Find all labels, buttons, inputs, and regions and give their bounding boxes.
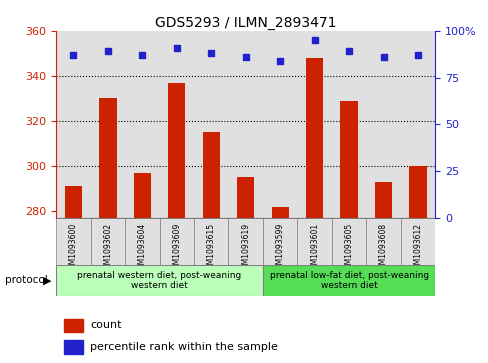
FancyBboxPatch shape xyxy=(90,218,125,265)
Bar xyxy=(159,31,194,218)
Text: GSM1093601: GSM1093601 xyxy=(309,223,319,274)
FancyBboxPatch shape xyxy=(125,218,159,265)
Bar xyxy=(305,58,323,218)
Bar xyxy=(90,31,125,218)
FancyBboxPatch shape xyxy=(263,265,434,296)
Text: GSM1093609: GSM1093609 xyxy=(172,223,181,274)
Bar xyxy=(340,101,357,218)
FancyBboxPatch shape xyxy=(56,265,263,296)
Text: GSM1093612: GSM1093612 xyxy=(413,223,422,273)
Bar xyxy=(202,132,220,218)
FancyBboxPatch shape xyxy=(56,218,90,265)
Bar xyxy=(271,207,288,218)
Bar xyxy=(297,31,331,218)
FancyBboxPatch shape xyxy=(400,218,434,265)
Point xyxy=(310,37,318,43)
Bar xyxy=(366,31,400,218)
Bar xyxy=(56,31,90,218)
FancyBboxPatch shape xyxy=(366,218,400,265)
Bar xyxy=(194,31,228,218)
Bar xyxy=(408,166,426,218)
FancyBboxPatch shape xyxy=(194,218,228,265)
Point xyxy=(379,54,386,60)
Bar xyxy=(237,177,254,218)
FancyBboxPatch shape xyxy=(228,218,263,265)
Point xyxy=(242,54,249,60)
Point xyxy=(207,50,215,56)
Point xyxy=(69,52,77,58)
Bar xyxy=(228,31,263,218)
Text: prenatal western diet, post-weaning
western diet: prenatal western diet, post-weaning west… xyxy=(77,271,241,290)
Bar xyxy=(263,31,297,218)
Text: GSM1093615: GSM1093615 xyxy=(206,223,215,274)
Bar xyxy=(331,31,366,218)
Bar xyxy=(63,340,82,354)
Point xyxy=(413,52,421,58)
Text: GSM1093599: GSM1093599 xyxy=(275,223,284,274)
Text: GSM1093605: GSM1093605 xyxy=(344,223,353,274)
Text: count: count xyxy=(90,321,122,330)
Bar xyxy=(99,98,116,218)
FancyBboxPatch shape xyxy=(297,218,331,265)
Bar xyxy=(125,31,159,218)
Text: GSM1093619: GSM1093619 xyxy=(241,223,250,274)
Text: protocol: protocol xyxy=(5,275,47,285)
Point xyxy=(138,52,146,58)
FancyBboxPatch shape xyxy=(159,218,194,265)
FancyBboxPatch shape xyxy=(331,218,366,265)
FancyBboxPatch shape xyxy=(263,218,297,265)
Text: GSM1093602: GSM1093602 xyxy=(103,223,112,274)
Text: prenatal low-fat diet, post-weaning
western diet: prenatal low-fat diet, post-weaning west… xyxy=(269,271,428,290)
Point xyxy=(276,58,284,64)
Text: GSM1093608: GSM1093608 xyxy=(378,223,387,274)
Bar xyxy=(63,319,82,332)
Bar xyxy=(65,186,82,218)
Bar xyxy=(168,83,185,218)
Point xyxy=(173,45,181,50)
Title: GDS5293 / ILMN_2893471: GDS5293 / ILMN_2893471 xyxy=(155,16,336,30)
Text: GSM1093604: GSM1093604 xyxy=(138,223,146,274)
Text: GSM1093600: GSM1093600 xyxy=(69,223,78,274)
Bar xyxy=(400,31,434,218)
Text: ▶: ▶ xyxy=(43,275,51,285)
Bar xyxy=(374,182,391,218)
Point xyxy=(104,49,112,54)
Text: percentile rank within the sample: percentile rank within the sample xyxy=(90,342,278,352)
Bar xyxy=(134,173,151,218)
Point xyxy=(345,49,352,54)
